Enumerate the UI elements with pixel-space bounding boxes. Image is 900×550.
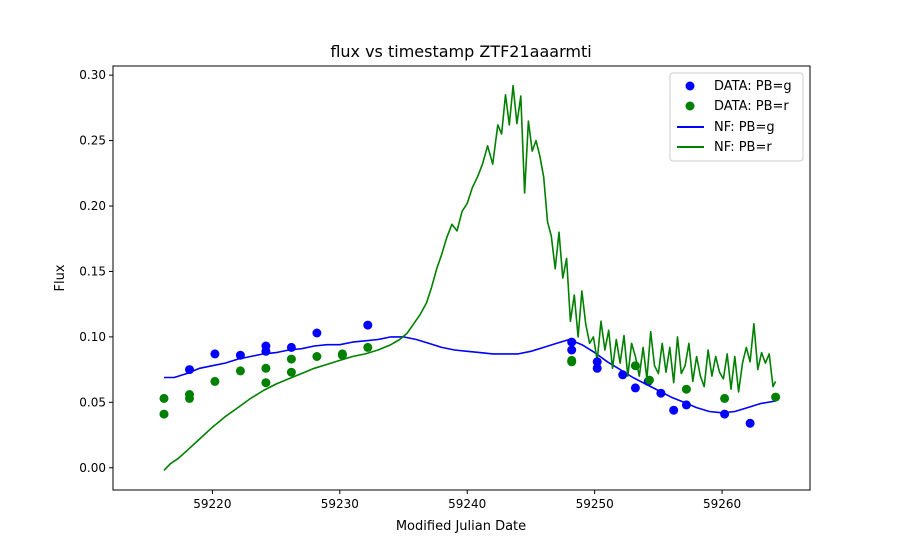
data-point-r <box>567 357 577 367</box>
legend-label-data-r: DATA: PB=r <box>714 99 789 114</box>
data-point-r <box>159 393 169 403</box>
y-tick-label: 0.10 <box>79 330 106 344</box>
data-point-r <box>720 393 730 403</box>
data-point-g <box>669 405 679 415</box>
y-tick-label: 0.15 <box>79 264 106 278</box>
data-point-g <box>681 400 691 410</box>
y-tick-label: 0.30 <box>79 68 106 82</box>
x-tick-label: 59250 <box>576 497 614 511</box>
y-tick-label: 0.05 <box>79 395 106 409</box>
x-axis: 59220 59230 59240 59250 59260 <box>193 490 741 511</box>
y-tick-label: 0.00 <box>79 461 106 475</box>
legend-label-data-g: DATA: PB=g <box>714 79 792 94</box>
plot-area <box>159 84 781 471</box>
data-point-g <box>720 409 730 419</box>
data-point-g <box>363 320 373 330</box>
x-axis-label: Modified Julian Date <box>396 519 526 534</box>
chart-title: flux vs timestamp ZTF21aaarmti <box>330 42 591 61</box>
data-point-g <box>185 365 194 375</box>
data-point-r <box>363 342 373 352</box>
y-axis-label: Flux <box>53 264 68 291</box>
legend-marker-data-g <box>685 81 695 91</box>
data-point-g <box>567 337 577 347</box>
data-point-g <box>592 363 602 373</box>
data-point-g <box>567 345 577 355</box>
data-point-g <box>618 370 628 380</box>
legend: DATA: PB=g DATA: PB=r NF: PB=g NF: PB=r <box>669 72 804 162</box>
data-point-g <box>656 388 666 398</box>
data-point-r <box>644 375 654 385</box>
series-line-nf-r <box>163 84 777 471</box>
data-point-g <box>210 349 220 359</box>
y-tick-label: 0.20 <box>79 199 106 213</box>
x-tick-label: 59220 <box>193 497 231 511</box>
x-tick-label: 59260 <box>703 497 741 511</box>
data-point-r <box>681 384 691 394</box>
data-point-g <box>592 357 602 367</box>
plot-frame <box>112 65 811 491</box>
x-tick-label: 59230 <box>321 497 359 511</box>
legend-marker-data-r <box>685 101 695 111</box>
data-point-r <box>210 376 220 386</box>
data-point-r <box>286 367 296 377</box>
x-tick-label: 59240 <box>448 497 486 511</box>
legend-label-nf-r: NF: PB=r <box>714 140 772 155</box>
data-point-r <box>630 361 640 371</box>
y-axis: 0.00 0.05 0.10 0.15 0.20 0.25 0.30 <box>79 68 113 475</box>
data-point-g <box>312 328 322 338</box>
data-point-r <box>261 363 271 373</box>
data-point-r <box>185 393 194 403</box>
data-point-r <box>771 392 781 402</box>
data-point-r <box>235 366 245 376</box>
data-point-r <box>286 354 296 364</box>
data-point-g <box>235 350 245 360</box>
data-point-r <box>312 352 322 361</box>
legend-box <box>669 72 804 162</box>
data-point-r <box>337 350 347 360</box>
data-point-r <box>261 378 271 388</box>
data-point-g <box>261 346 271 356</box>
y-tick-label: 0.25 <box>79 134 106 148</box>
legend-label-nf-g: NF: PB=g <box>714 120 775 135</box>
data-point-g <box>286 342 296 352</box>
data-point-r <box>159 409 169 419</box>
data-point-g <box>745 418 755 428</box>
data-point-g <box>630 383 640 393</box>
